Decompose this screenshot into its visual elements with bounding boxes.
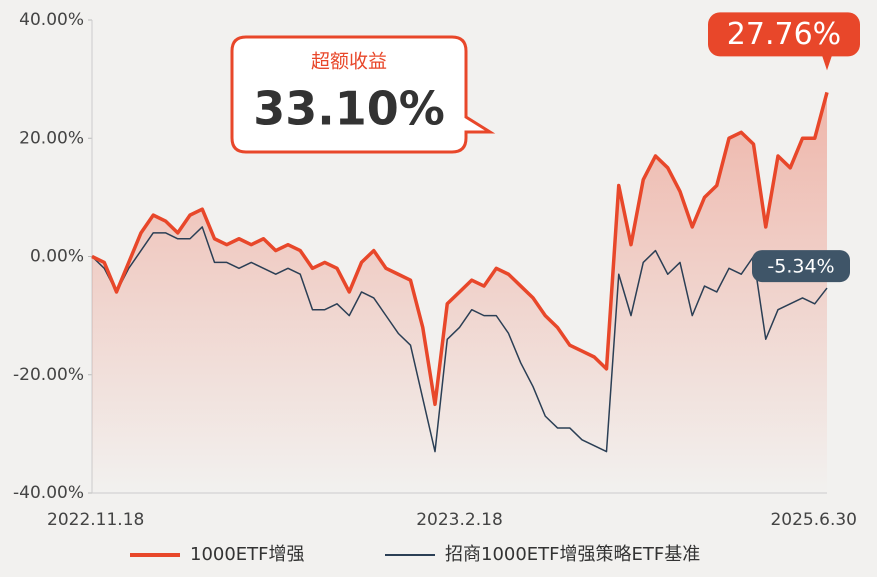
callout-value: 33.10%: [253, 82, 445, 136]
value-label: -5.34%: [752, 250, 850, 283]
legend-label: 招商1000ETF增强策略ETF基准: [445, 544, 700, 565]
y-tick-label: 40.00%: [19, 10, 84, 30]
label-box: [708, 12, 860, 57]
value-label-text: -5.34%: [767, 256, 834, 278]
value-label-text: 27.76%: [727, 17, 841, 52]
y-tick-label: 0.00%: [30, 247, 84, 267]
label-box: [752, 250, 850, 283]
y-tick-label: -20.00%: [13, 365, 84, 385]
y-tick-label: 20.00%: [19, 128, 84, 148]
value-label: 27.76%: [708, 12, 860, 71]
x-tick-label: 2025.6.30: [770, 510, 857, 530]
line: [91, 226, 828, 453]
callout-box: [230, 35, 496, 154]
legend-label: 1000ETF增强: [190, 544, 305, 565]
callout: 超额收益 33.10%: [230, 35, 496, 154]
label-pointer: [822, 55, 832, 71]
line: [91, 91, 829, 407]
y-tick-label: -40.00%: [13, 483, 84, 503]
x-tick-label: 2023.2.18: [416, 510, 503, 530]
x-tick-label: 2022.11.18: [47, 510, 144, 530]
callout-title: 超额收益: [311, 51, 387, 73]
